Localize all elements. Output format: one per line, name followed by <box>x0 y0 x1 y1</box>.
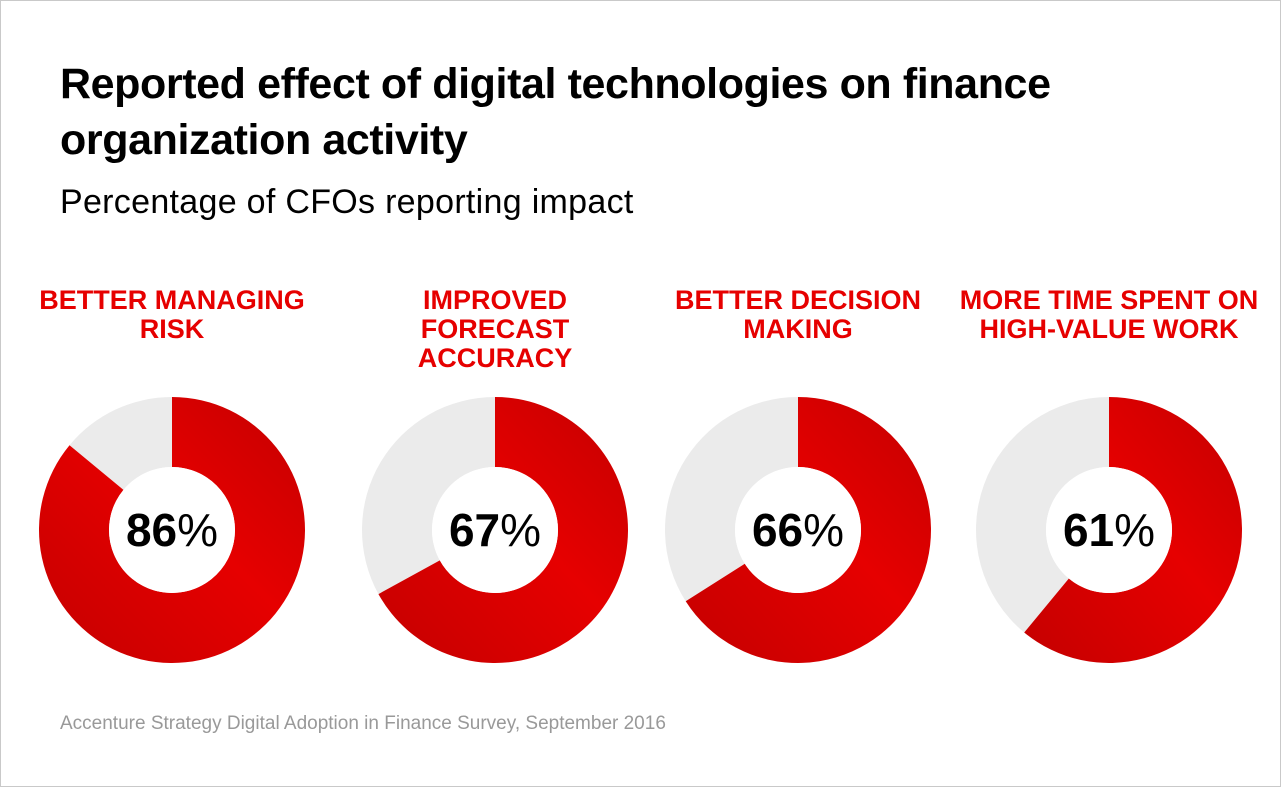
donut-segment-decision <box>685 397 932 664</box>
donut-hole-highvalue <box>1046 467 1172 593</box>
donut-hole-decision <box>735 467 861 593</box>
donut-remainder-decision <box>665 397 798 602</box>
donut-segment-highvalue <box>1024 397 1242 663</box>
source-note: Accenture Strategy Digital Adoption in F… <box>60 713 666 734</box>
donut-value-decision: 66% <box>752 504 844 556</box>
donut-remainder-forecast <box>362 397 495 595</box>
chart-title: Reported effect of digital technologies … <box>60 60 1051 164</box>
chart-subtitle: Percentage of CFOs reporting impact <box>60 183 634 221</box>
donut-label-forecast: IMPROVED FORECAST ACCURACY <box>417 285 573 373</box>
donut-label-highvalue: MORE TIME SPENT ON HIGH-VALUE WORK <box>959 285 1259 344</box>
donut-remainder-highvalue <box>975 397 1109 633</box>
donut-value-forecast: 67% <box>449 504 541 556</box>
donut-label-decision: BETTER DECISION MAKING <box>674 285 922 344</box>
donut-hole-risk <box>109 467 235 593</box>
donut-value-highvalue: 61% <box>1063 504 1155 556</box>
donut-segment-forecast <box>378 397 629 663</box>
donut-label-risk: BETTER MANAGING RISK <box>39 285 305 344</box>
donut-segment-risk <box>38 397 305 663</box>
donut-hole-forecast <box>432 467 558 593</box>
donut-value-risk: 86% <box>126 504 218 556</box>
donut-remainder-risk <box>69 397 172 490</box>
